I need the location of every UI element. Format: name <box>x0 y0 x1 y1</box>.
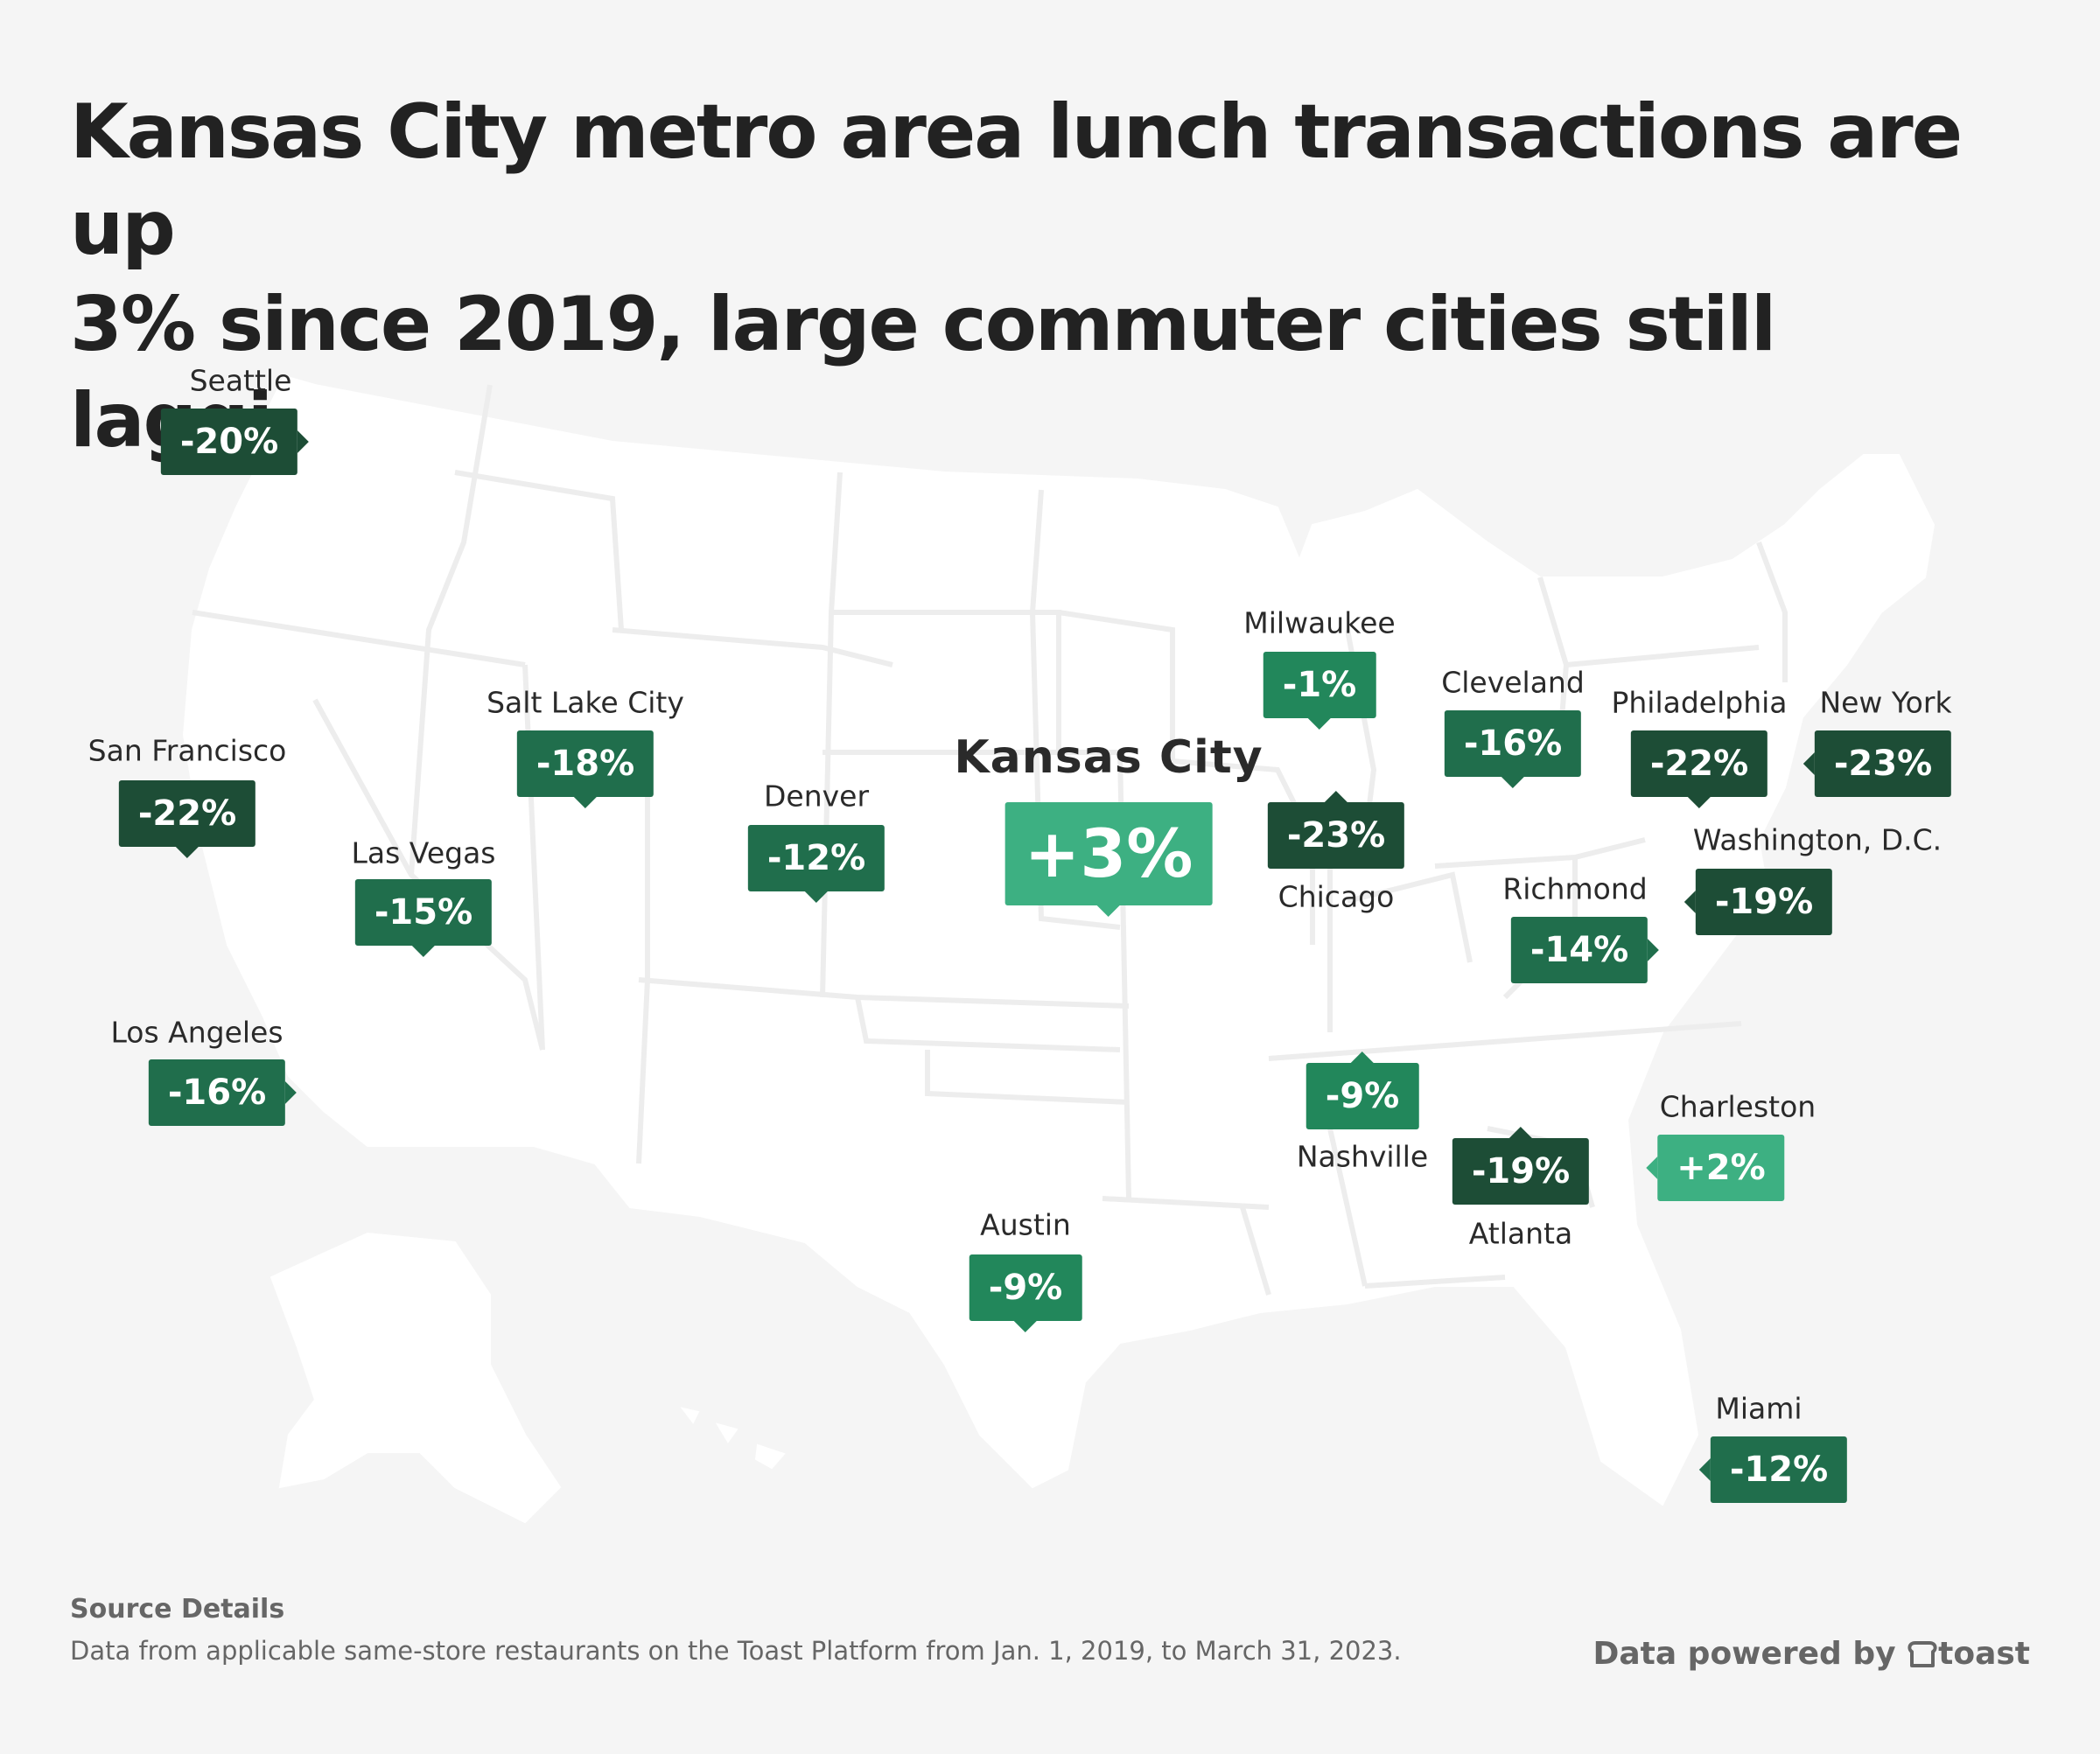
hawaii-islands <box>680 1407 786 1470</box>
chicago-value-badge: -23% <box>1267 791 1405 869</box>
toast-logo-icon <box>1908 1641 1937 1667</box>
salt-lake-city-value-badge: -18% <box>516 730 654 808</box>
source-heading: Source Details <box>70 1594 285 1625</box>
los-angeles-value-badge: -16% <box>148 1059 298 1126</box>
nashville-city-label: Nashville <box>1296 1139 1429 1174</box>
cleveland-city-label: Cleveland <box>1441 665 1585 700</box>
source-text: Data from applicable same-store restaura… <box>70 1636 1402 1666</box>
brand-credit: Data powered by toast <box>1592 1636 2030 1672</box>
land-masses <box>182 374 1936 1524</box>
washington-dc-value-badge: -19% <box>1684 869 1833 935</box>
alaska-landmass <box>270 1232 562 1524</box>
brand-prefix: Data powered by <box>1592 1636 1896 1672</box>
milwaukee-value-badge: -1% <box>1263 652 1376 730</box>
new-york-city-label: New York <box>1819 685 1952 720</box>
las-vegas-city-label: Las Vegas <box>351 835 496 870</box>
denver-city-label: Denver <box>763 779 870 814</box>
philadelphia-city-label: Philadelphia <box>1611 685 1788 720</box>
san-francisco-city-label: San Francisco <box>88 733 287 768</box>
seattle-city-label: Seattle <box>189 363 292 398</box>
charleston-value-badge: +2% <box>1646 1135 1785 1201</box>
salt-lake-city-city-label: Salt Lake City <box>486 685 684 720</box>
richmond-value-badge: -14% <box>1510 917 1660 983</box>
brand-name: toast <box>1938 1636 2030 1672</box>
seattle-value-badge: -20% <box>160 409 310 475</box>
map-title-line-1: Kansas City metro area lunch transaction… <box>70 88 1963 272</box>
contiguous-us-landmass <box>182 374 1936 1506</box>
cleveland-value-badge: -16% <box>1444 710 1582 788</box>
philadelphia-value-badge: -22% <box>1630 730 1768 808</box>
san-francisco-value-badge: -22% <box>118 780 256 858</box>
austin-city-label: Austin <box>980 1207 1071 1242</box>
miami-city-label: Miami <box>1715 1391 1802 1426</box>
miami-value-badge: -12% <box>1698 1436 1848 1503</box>
new-york-value-badge: -23% <box>1802 730 1952 797</box>
kansas-city-value-badge: +3% <box>1004 802 1213 917</box>
atlanta-value-badge: -19% <box>1452 1127 1590 1205</box>
charleston-city-label: Charleston <box>1659 1089 1816 1124</box>
los-angeles-city-label: Los Angeles <box>110 1015 284 1050</box>
denver-value-badge: -12% <box>747 825 886 903</box>
nashville-value-badge: -9% <box>1306 1052 1419 1129</box>
kansas-city-city-label: Kansas City <box>954 731 1264 784</box>
atlanta-city-label: Atlanta <box>1468 1216 1573 1251</box>
chicago-city-label: Chicago <box>1278 879 1395 914</box>
richmond-city-label: Richmond <box>1502 871 1648 906</box>
las-vegas-value-badge: -15% <box>354 879 493 957</box>
austin-value-badge: -9% <box>969 1254 1082 1332</box>
washington-dc-city-label: Washington, D.C. <box>1692 822 1942 857</box>
milwaukee-city-label: Milwaukee <box>1243 605 1396 640</box>
